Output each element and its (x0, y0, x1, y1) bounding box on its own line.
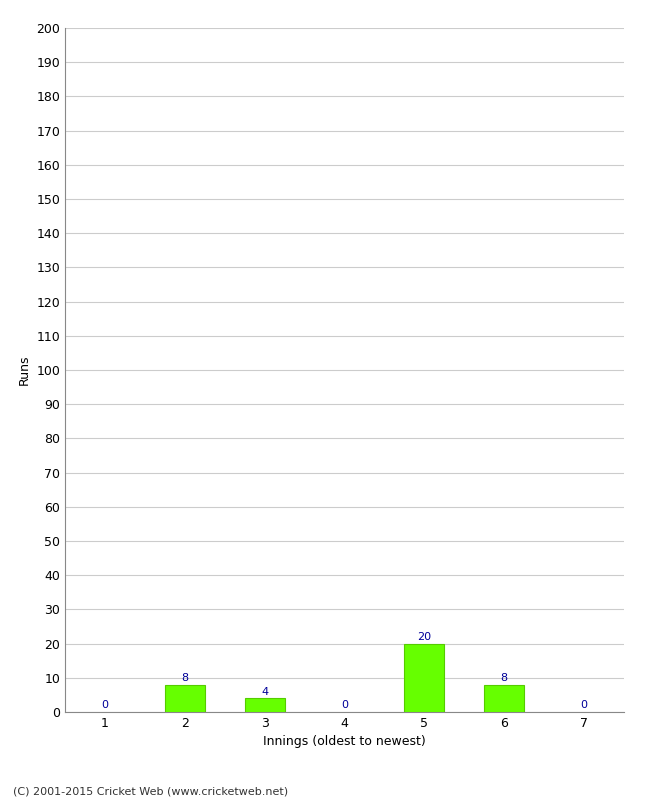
Text: 0: 0 (101, 700, 109, 710)
Text: (C) 2001-2015 Cricket Web (www.cricketweb.net): (C) 2001-2015 Cricket Web (www.cricketwe… (13, 786, 288, 796)
Bar (165, 685, 205, 712)
Text: 0: 0 (580, 700, 588, 710)
Bar (484, 685, 524, 712)
X-axis label: Innings (oldest to newest): Innings (oldest to newest) (263, 735, 426, 749)
Text: 4: 4 (261, 686, 268, 697)
Text: 0: 0 (341, 700, 348, 710)
Bar (404, 643, 445, 712)
Text: 20: 20 (417, 632, 432, 642)
Text: 8: 8 (500, 673, 508, 683)
Y-axis label: Runs: Runs (18, 354, 31, 386)
Text: 8: 8 (181, 673, 188, 683)
Bar (244, 698, 285, 712)
